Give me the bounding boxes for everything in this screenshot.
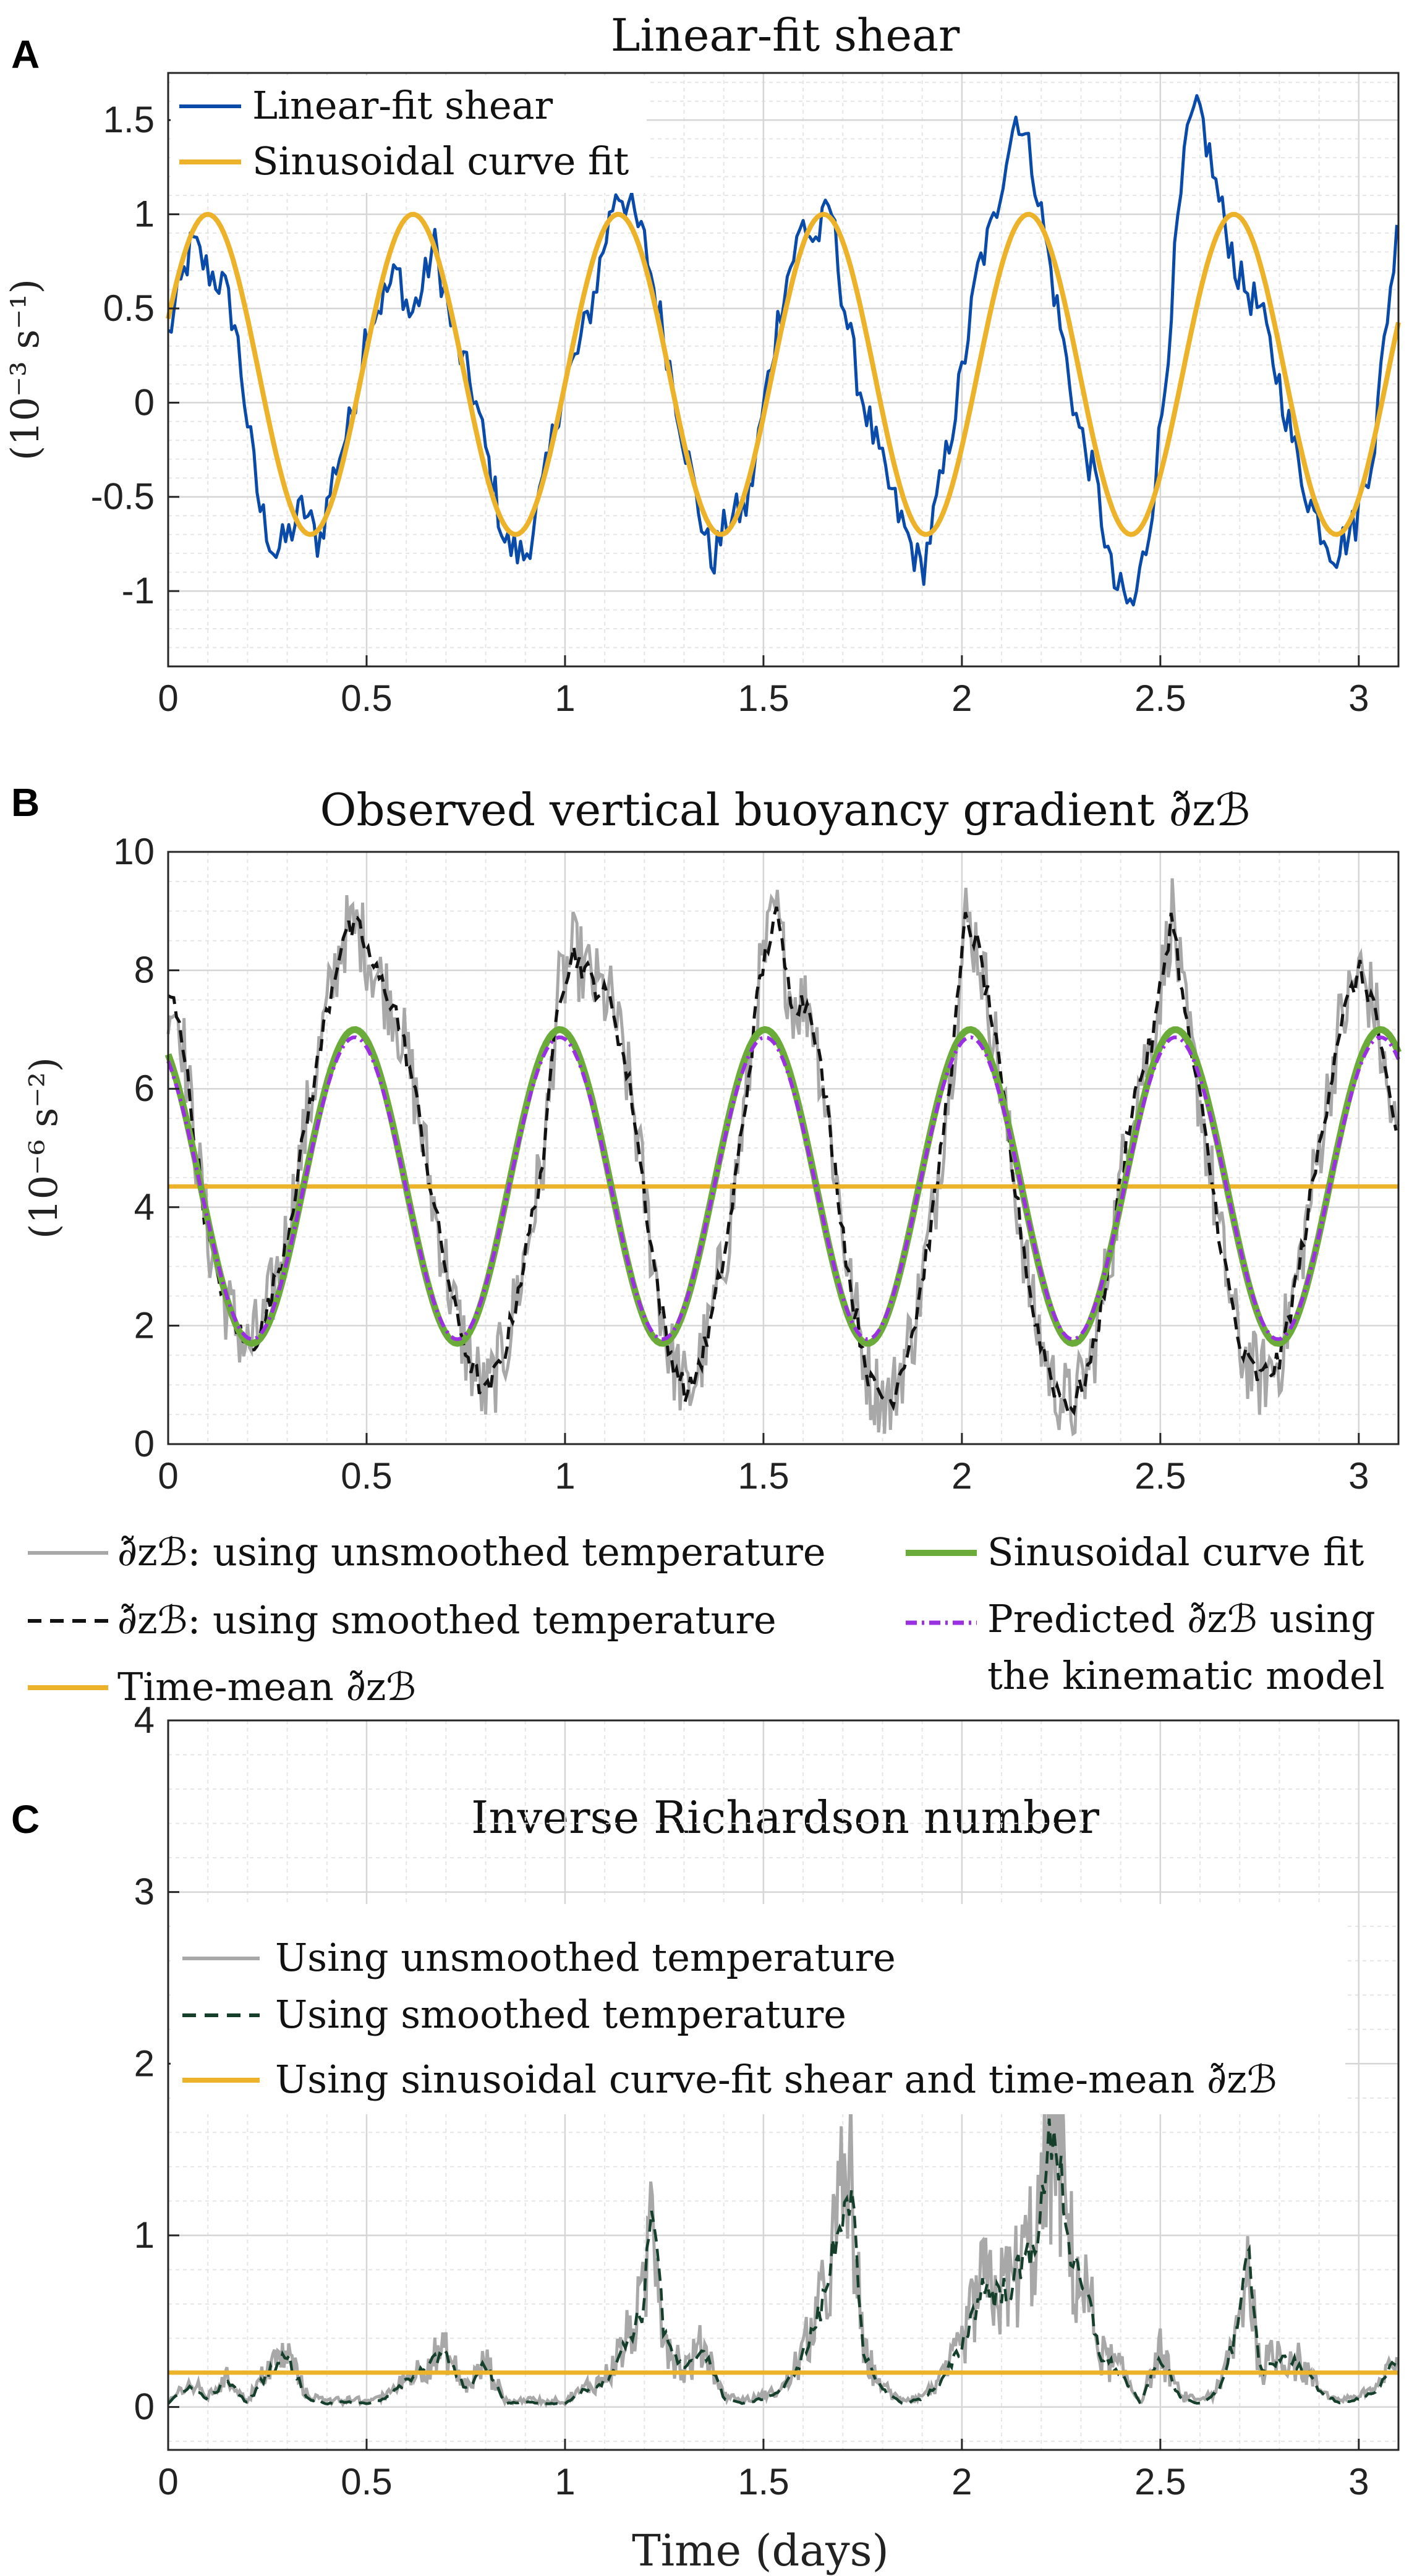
legend-sinusoidal-fit-b: Sinusoidal curve fit — [987, 1529, 1364, 1575]
y-tick-label: 2 — [134, 1304, 155, 1346]
panel-a-title: Linear-fit shear — [611, 9, 960, 61]
y-tick-label: 2 — [134, 2043, 155, 2084]
legend-smoothed-c: Using smoothed temperature — [275, 1992, 846, 2037]
unsmoothed-buoyancy-line — [166, 878, 1400, 1437]
panel-b-ylabel: (10⁻⁶ s⁻²) — [21, 1057, 66, 1239]
x-tick-label: 0.5 — [341, 678, 392, 719]
panel-c-legend-box — [171, 1904, 1345, 2114]
panel-letter-b: B — [11, 780, 40, 825]
sinusoidal-fit-line-b — [164, 1026, 1402, 1347]
panel-a-ylabel: (10⁻³ s⁻¹) — [2, 279, 48, 461]
x-tick-label: 1 — [555, 2461, 575, 2502]
x-tick-label: 2 — [951, 2461, 972, 2502]
panel-letter-a: A — [11, 32, 40, 77]
x-tick-label: 0.5 — [341, 1455, 392, 1497]
panel-letter-c: C — [11, 1797, 40, 1842]
x-tick-label: 3 — [1348, 1455, 1369, 1497]
x-tick-label: 2 — [951, 1455, 972, 1497]
panel-b-frame — [167, 851, 1400, 1445]
x-tick-label: 3 — [1348, 2461, 1369, 2502]
legend-unsmoothed-c: Using unsmoothed temperature — [275, 1935, 896, 1980]
panel-a-ticks: 0 0.5 1 1.5 2 2.5 3 -1 -0.5 0 0.5 1 1.5 — [91, 99, 1369, 719]
panel-c: C Inverse Richardson number 0 0.5 1 1.5 2 2.5… — [11, 1699, 1400, 2576]
panel-b: B Observed vertical buoyancy gradient ∂̃… — [11, 780, 1402, 1709]
y-tick-label: -0.5 — [91, 476, 155, 517]
y-tick-label: 6 — [134, 1068, 155, 1109]
y-tick-label: 8 — [134, 950, 155, 991]
x-tick-label: 2.5 — [1134, 678, 1186, 719]
panel-c-ticks: 0 0.5 1 1.5 2 2.5 3 0 1 2 3 4 — [134, 1699, 1369, 2502]
panel-c-xlabel: Time (days) — [632, 2525, 889, 2576]
legend-time-mean-b: Time-mean ∂̃zℬ — [117, 1664, 416, 1709]
x-tick-label: 2.5 — [1134, 2461, 1186, 2502]
panel-a-frame — [167, 72, 1400, 668]
legend-unsmoothed-b: ∂̃zℬ: using unsmoothed temperature — [117, 1529, 826, 1575]
panel-c-title: Inverse Richardson number — [471, 1792, 1100, 1843]
panel-b-ticks: 0 0.5 1 1.5 2 2.5 3 0 2 4 6 8 10 — [113, 831, 1369, 1497]
panel-c-frame — [167, 1719, 1400, 2451]
panel-a-legend: Linear-fit shear Sinusoidal curve fit — [171, 75, 647, 193]
y-tick-label: 0 — [134, 381, 155, 423]
y-tick-label: 4 — [134, 1186, 155, 1228]
panel-c-legend: Using unsmoothed temperature Using smoot… — [171, 1904, 1345, 2114]
y-tick-label: 0 — [134, 1423, 155, 1464]
panel-b-title: Observed vertical buoyancy gradient ∂̃zℬ — [320, 784, 1251, 836]
x-tick-label: 0 — [158, 2461, 178, 2502]
legend-linear-fit-shear: Linear-fit shear — [252, 83, 553, 128]
y-tick-label: 1.5 — [103, 99, 155, 140]
y-tick-label: 4 — [134, 1699, 155, 1741]
y-tick-label: 1 — [134, 2214, 155, 2256]
y-tick-label: 0 — [134, 2386, 155, 2428]
x-tick-label: 1.5 — [738, 1455, 789, 1497]
x-tick-label: 1 — [555, 678, 575, 719]
y-tick-label: 10 — [113, 831, 155, 872]
y-tick-label: 0.5 — [103, 287, 155, 329]
panel-a-legend-box — [171, 75, 647, 193]
smoothed-inverse-ri-line — [167, 2119, 1398, 2406]
x-tick-label: 2.5 — [1134, 1455, 1186, 1497]
x-tick-label: 3 — [1348, 678, 1369, 719]
x-tick-label: 1.5 — [738, 2461, 789, 2502]
x-tick-label: 0.5 — [341, 2461, 392, 2502]
sinusoidal-fit-line-a — [166, 211, 1401, 537]
legend-curve-fit-c: Using sinusoidal curve-fit shear and tim… — [275, 2057, 1277, 2102]
panel-c-plot-area — [167, 2036, 1398, 2408]
x-tick-label: 1.5 — [738, 678, 789, 719]
legend-predicted-b-line2: the kinematic model — [987, 1653, 1385, 1698]
legend-smoothed-b: ∂̃zℬ: using smoothed temperature — [117, 1597, 777, 1643]
panel-a-plot-area — [166, 94, 1401, 606]
predicted-kinematic-line — [166, 1035, 1400, 1341]
legend-sinusoidal-fit-a: Sinusoidal curve fit — [252, 138, 629, 184]
x-tick-label: 0 — [158, 678, 178, 719]
y-tick-label: 1 — [134, 193, 155, 235]
y-tick-label: -1 — [122, 570, 155, 611]
panel-a: A Linear-fit shear 0 0.5 1 1.5 2 2.5 3-1-0.500… — [2, 9, 1401, 719]
y-tick-label: 3 — [134, 1871, 155, 1913]
panel-b-plot-area — [164, 878, 1402, 1437]
x-tick-label: 0 — [158, 1455, 178, 1497]
panel-b-legend: ∂̃zℬ: using unsmoothed temperature ∂̃zℬ:… — [28, 1529, 1385, 1709]
unsmoothed-inverse-ri-line — [167, 2036, 1398, 2408]
x-tick-label: 2 — [951, 678, 972, 719]
legend-predicted-b: Predicted ∂̃zℬ using — [987, 1596, 1376, 1641]
x-tick-label: 1 — [555, 1455, 575, 1497]
panel-a-grid — [167, 73, 1399, 666]
